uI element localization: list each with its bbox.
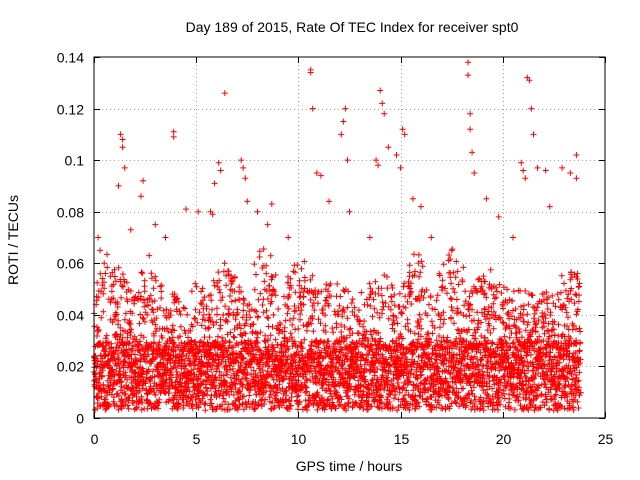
x-tick-label: 10 [291,431,307,447]
y-tick-label: 0.12 [57,102,84,118]
axis-ticks [94,57,606,419]
y-tick-label: 0.02 [57,359,84,375]
x-tick-label: 15 [394,431,410,447]
roti-points [90,59,584,414]
x-tick-label: 0 [91,431,99,447]
x-axis-label: GPS time / hours [296,458,403,474]
plot-frame [93,56,606,419]
x-tick-label: 20 [496,431,512,447]
chart-title: Day 189 of 2015, Rate Of TEC Index for r… [186,19,519,35]
y-axis-label: ROTI / TECUs [5,195,21,285]
data-points [90,59,584,414]
x-tick-label: 5 [193,431,201,447]
y-tick-label: 0.06 [57,256,84,272]
x-tick-label: 25 [598,431,614,447]
y-tick-labels: 0 0.02 0.04 0.06 0.08 0.1 0.12 0.14 [57,50,84,427]
y-tick-label: 0.1 [65,153,85,169]
y-tick-label: 0 [76,411,84,427]
y-tick-label: 0.04 [57,308,84,324]
y-tick-label: 0.14 [57,50,84,66]
y-tick-label: 0.08 [57,205,84,221]
x-tick-labels: 0 5 10 15 20 25 [91,431,614,447]
